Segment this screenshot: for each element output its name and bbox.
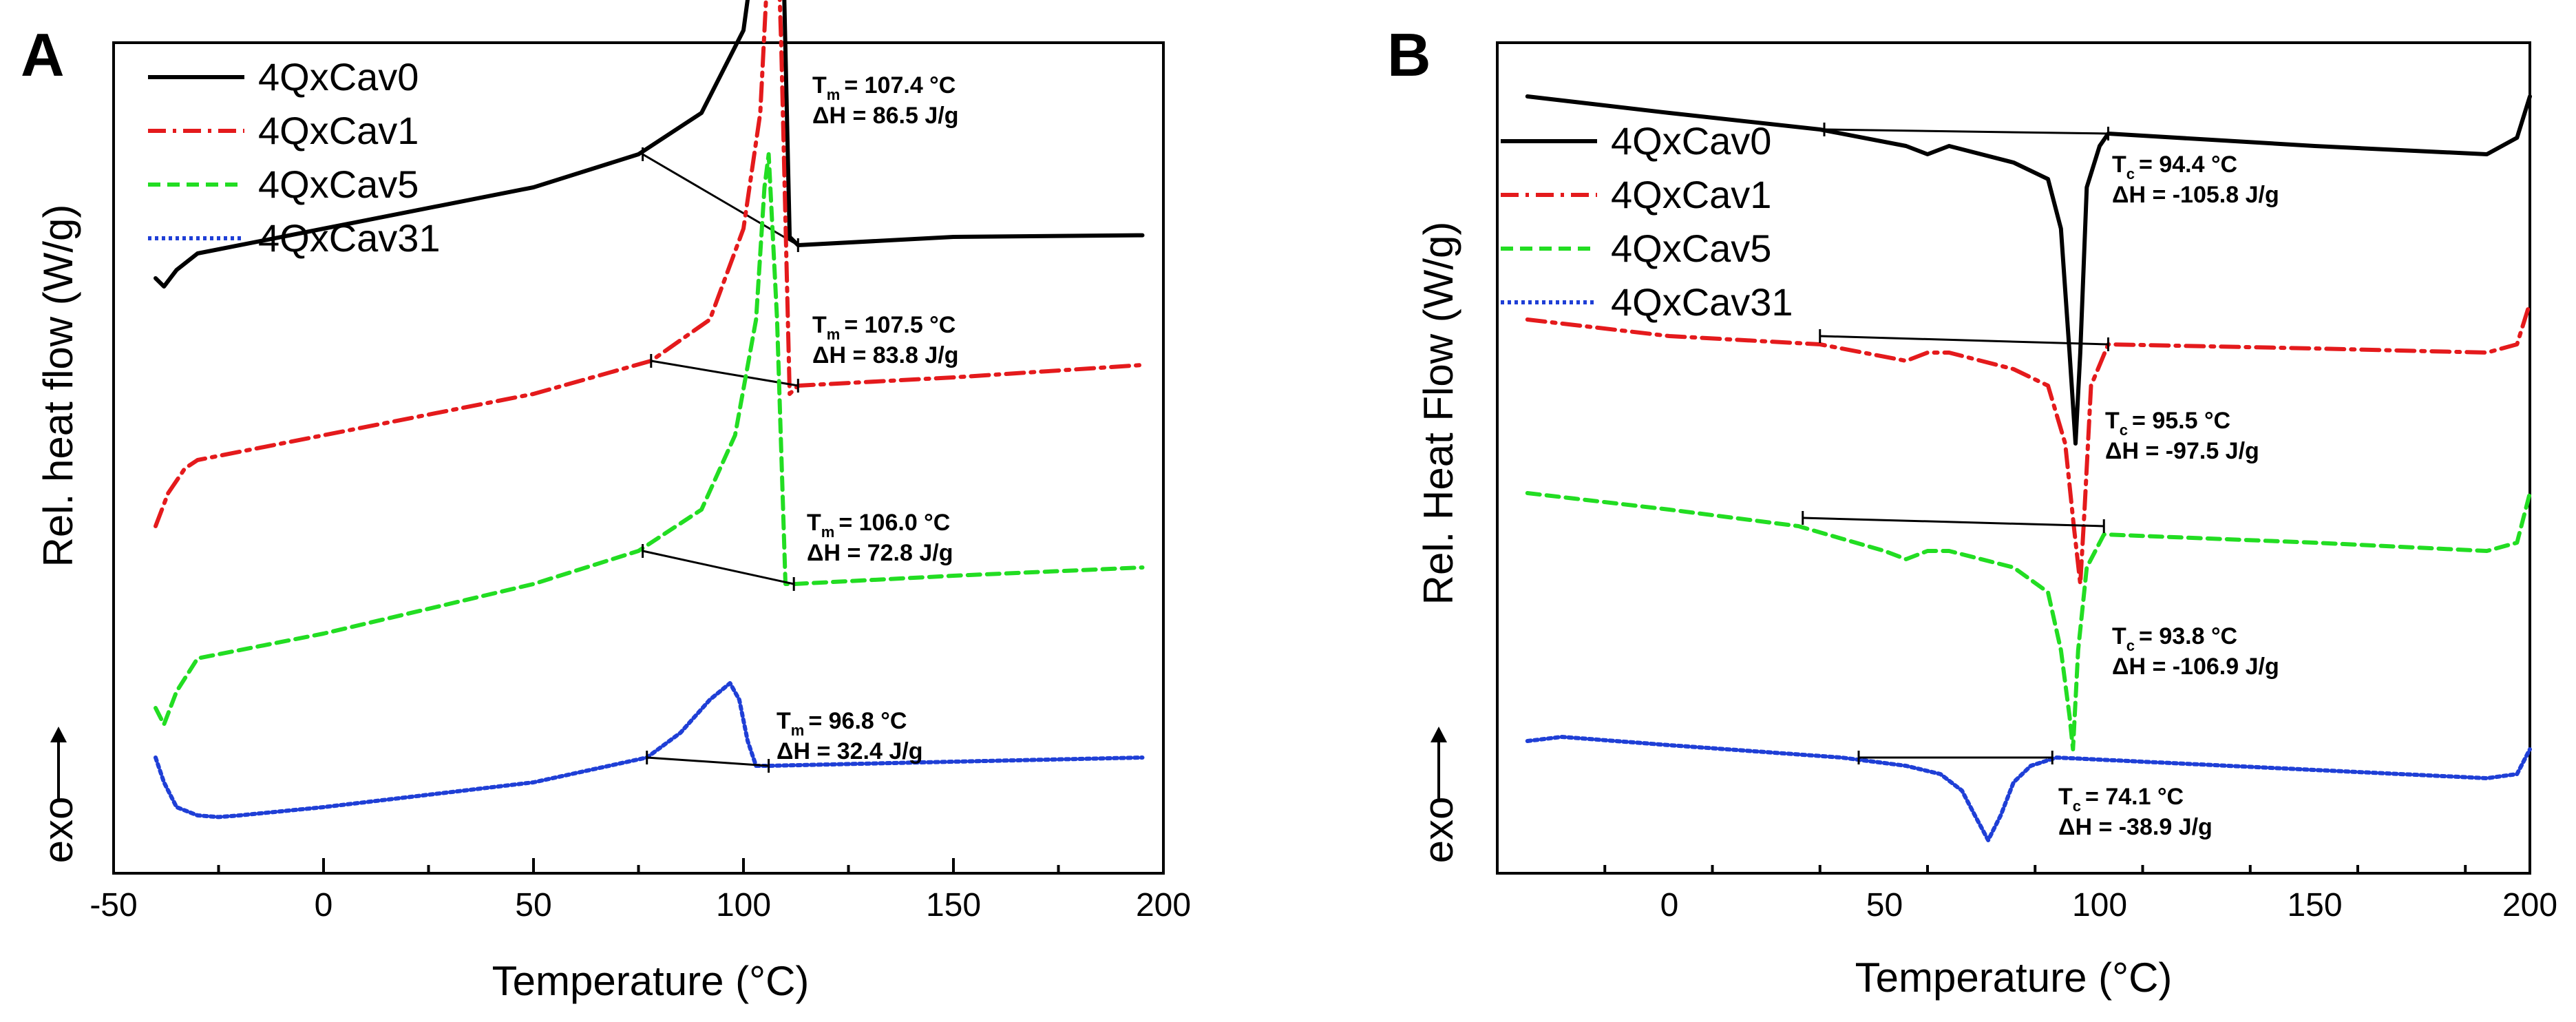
panel-a-x-axis-title: Temperature (°C) bbox=[492, 958, 810, 1004]
legend-label-4qxcav0: 4QxCav0 bbox=[258, 55, 419, 98]
annotation-enthalpy-4qxcav31: ΔH = 32.4 J/g bbox=[777, 738, 922, 764]
integration-baseline-4qxcav31 bbox=[646, 756, 769, 767]
integration-baseline-4qxcav5 bbox=[642, 550, 794, 585]
annotation-peak-4qxcav1: Tm = 107.5 °C bbox=[812, 312, 956, 343]
panel-b-y-axis-title: Rel. Heat Flow (W/g) bbox=[1415, 222, 1461, 605]
series-line-4qxcav1 bbox=[1525, 301, 2532, 586]
x-tick-label: 0 bbox=[1660, 887, 1679, 924]
panel-a-legend: 4QxCav0 4QxCav1 4QxCav5 4QxCav31 bbox=[148, 55, 441, 260]
x-tick-label: 100 bbox=[2072, 887, 2127, 924]
integration-baseline-4qxcav1 bbox=[1819, 335, 2109, 346]
annotation-peak-4qxcav5: Tc = 93.8 °C bbox=[2112, 623, 2237, 654]
series-line-4qxcav31 bbox=[154, 681, 1145, 820]
panel-a-series bbox=[154, 0, 1145, 820]
x-tick-label: 150 bbox=[926, 887, 981, 924]
panel-b: B 0 50 100 150 200 Tc = 94.4 °CΔH = -105.8 J/… bbox=[1387, 21, 2557, 1001]
annotation-enthalpy-4qxcav0: ΔH = 86.5 J/g bbox=[812, 103, 958, 129]
annotation-peak-4qxcav0: Tm = 107.4 °C bbox=[812, 72, 956, 103]
x-tick-label: 150 bbox=[2287, 887, 2342, 924]
panel-b-annotations: Tc = 94.4 °CΔH = -105.8 J/gTc = 95.5 °CΔH … bbox=[2058, 152, 2279, 840]
integration-baseline-4qxcav0 bbox=[642, 153, 799, 247]
annotation-enthalpy-4qxcav0: ΔH = -105.8 J/g bbox=[2112, 182, 2279, 208]
panel-b-exo-label: exo bbox=[1415, 797, 1461, 864]
series-line-4qxcav5 bbox=[1525, 491, 2532, 751]
annotation-peak-4qxcav5: Tm = 106.0 °C bbox=[807, 510, 950, 541]
series-line-4qxcav0 bbox=[154, 0, 1145, 289]
panel-a-x-tick-labels: -50 0 50 100 150 200 bbox=[89, 887, 1191, 924]
series-line-4qxcav1 bbox=[154, 0, 1145, 528]
annotation-enthalpy-4qxcav31: ΔH = -38.9 J/g bbox=[2058, 814, 2213, 840]
panel-a-x-ticks bbox=[112, 858, 1165, 873]
panel-a-exo-label: exo bbox=[35, 797, 81, 864]
legend-label-4qxcav1: 4QxCav1 bbox=[258, 109, 419, 152]
panel-b-x-tick-labels: 0 50 100 150 200 bbox=[1660, 887, 2557, 924]
series-line-4qxcav0 bbox=[1525, 94, 2532, 446]
panel-a: A -50 0 50 100 150 200 Tm = 107.4 °CΔH = 86.5 … bbox=[21, 0, 1191, 1004]
panel-b-letter: B bbox=[1387, 21, 1431, 89]
x-tick-label: 100 bbox=[716, 887, 771, 924]
x-tick-label: 50 bbox=[1866, 887, 1903, 924]
legend-label-4qxcav1: 4QxCav1 bbox=[1611, 173, 1771, 216]
x-tick-label: -50 bbox=[89, 887, 137, 924]
x-tick-label: 200 bbox=[2502, 887, 2557, 924]
annotation-peak-4qxcav1: Tc = 95.5 °C bbox=[2105, 408, 2230, 439]
x-tick-label: 200 bbox=[1136, 887, 1191, 924]
legend-label-4qxcav5: 4QxCav5 bbox=[258, 163, 419, 206]
panel-a-letter: A bbox=[21, 21, 65, 89]
panel-a-exo-arrow bbox=[50, 727, 67, 802]
panel-b-exo-arrow bbox=[1430, 727, 1447, 802]
panel-b-x-ticks bbox=[1496, 865, 2467, 873]
panel-b-series bbox=[1525, 94, 2532, 842]
integration-baseline-4qxcav1 bbox=[651, 359, 799, 387]
annotation-enthalpy-4qxcav1: ΔH = -97.5 J/g bbox=[2105, 438, 2259, 464]
x-tick-label: 50 bbox=[515, 887, 551, 924]
annotation-enthalpy-4qxcav1: ΔH = 83.8 J/g bbox=[812, 342, 958, 368]
legend-label-4qxcav31: 4QxCav31 bbox=[258, 216, 441, 260]
panel-a-y-axis-title: Rel. heat flow (W/g) bbox=[35, 205, 81, 567]
integration-baseline-4qxcav5 bbox=[1802, 517, 2104, 528]
panel-b-x-axis-title: Temperature (°C) bbox=[1855, 955, 2173, 1001]
x-tick-label: 0 bbox=[315, 887, 333, 924]
series-line-4qxcav31 bbox=[1525, 735, 2532, 842]
annotation-enthalpy-4qxcav5: ΔH = -106.9 J/g bbox=[2112, 654, 2279, 680]
legend-label-4qxcav5: 4QxCav5 bbox=[1611, 227, 1771, 270]
series-line-4qxcav5 bbox=[154, 152, 1145, 727]
annotation-enthalpy-4qxcav5: ΔH = 72.8 J/g bbox=[807, 540, 953, 566]
panel-b-frame bbox=[1496, 41, 2531, 875]
panel-b-legend: 4QxCav0 4QxCav1 4QxCav5 4QxCav31 bbox=[1501, 119, 1793, 324]
legend-label-4qxcav0: 4QxCav0 bbox=[1611, 119, 1771, 163]
annotation-peak-4qxcav31: Tc = 74.1 °C bbox=[2058, 784, 2184, 815]
legend-label-4qxcav31: 4QxCav31 bbox=[1611, 280, 1793, 324]
integration-baseline-4qxcav0 bbox=[1824, 128, 2109, 135]
annotation-peak-4qxcav31: Tm = 96.8 °C bbox=[777, 708, 907, 739]
annotation-peak-4qxcav0: Tc = 94.4 °C bbox=[2112, 152, 2237, 182]
panel-a-annotations: Tm = 107.4 °CΔH = 86.5 J/gTm = 107.5 °CΔH … bbox=[777, 72, 958, 764]
